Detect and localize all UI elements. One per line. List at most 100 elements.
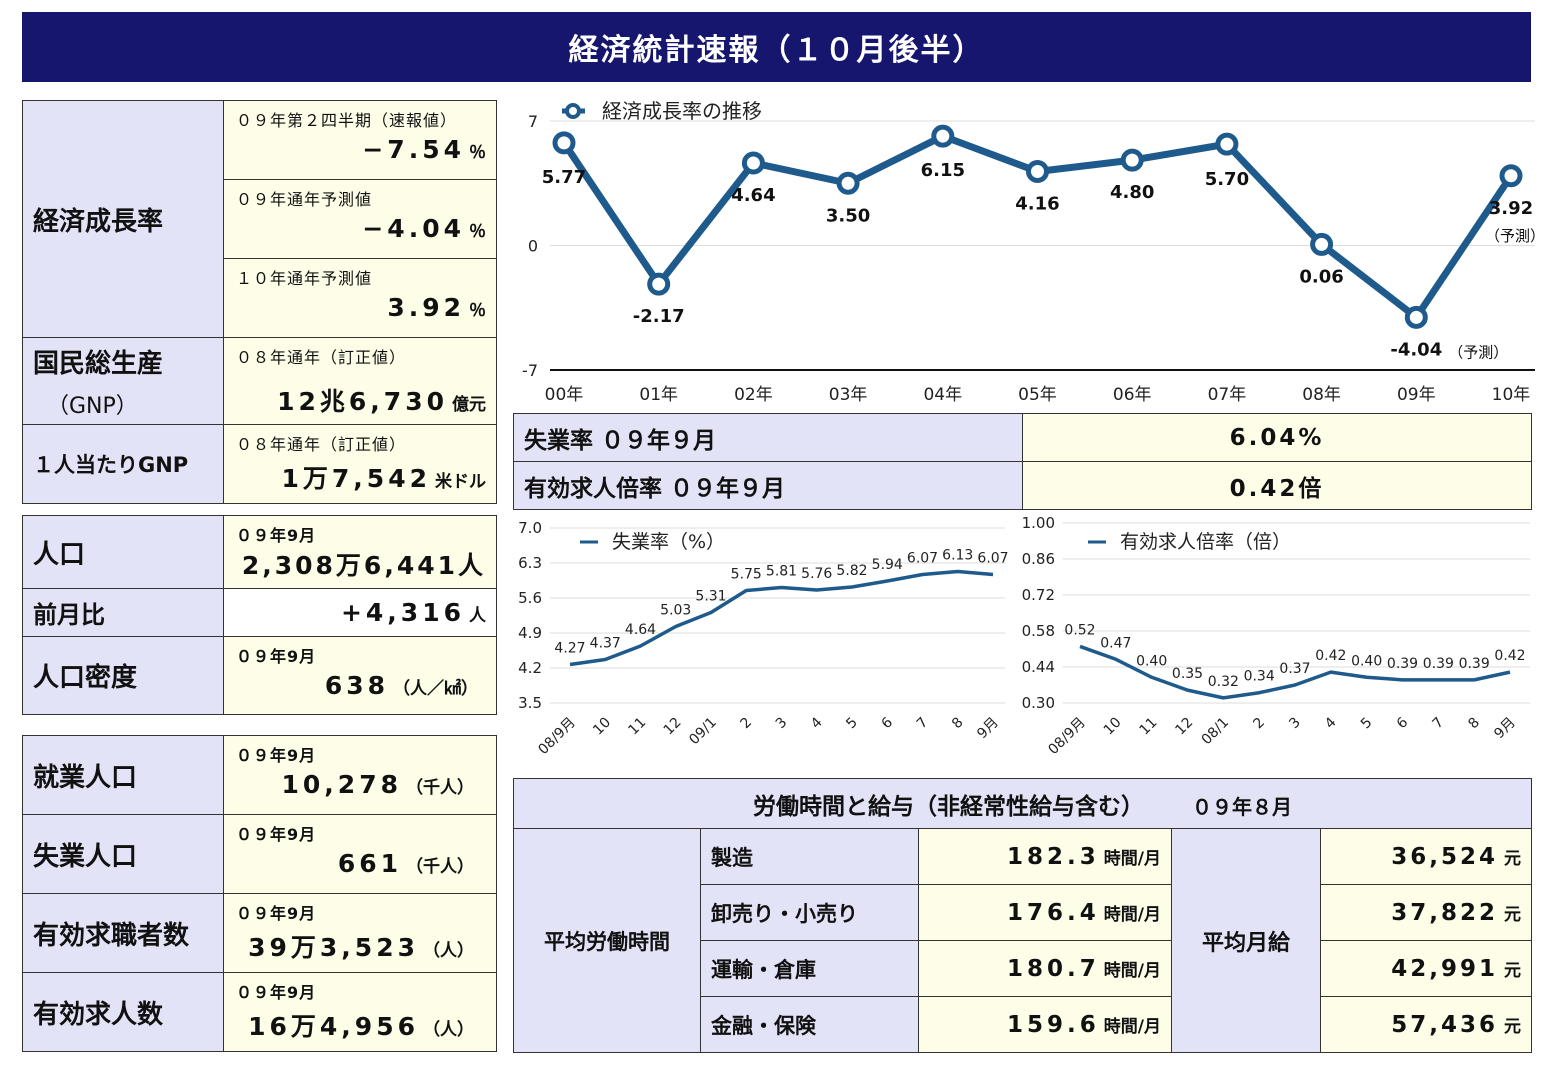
- job-ratio-label: 有効求人倍率 ０９年９月: [513, 461, 1023, 510]
- gnp-label: 国民総生産: [33, 348, 164, 379]
- data-label: 6.13: [942, 548, 973, 564]
- data-label: 0.42: [1315, 648, 1346, 664]
- employment-label: 失業人口: [22, 814, 224, 894]
- density-value-cell: ０９年9月 638 （人／㎢）: [223, 636, 497, 715]
- employment-unit: （人）: [423, 941, 474, 961]
- y-tick-label: 0.30: [1022, 694, 1055, 712]
- data-point: [552, 131, 576, 155]
- labor-header-title: 労働時間と給与（非経常性給与含む）: [753, 793, 1144, 820]
- population-sub: ０９年9月: [236, 526, 317, 545]
- y-tick-label: 0.86: [1022, 550, 1055, 568]
- pay-unit: 元: [1504, 904, 1522, 925]
- growth-row: ０９年通年予測値 −4.04 ％: [223, 179, 497, 259]
- data-point: [1026, 160, 1049, 184]
- unemp-rate-label: 失業率 ０９年９月: [513, 413, 1023, 462]
- gnp-per-unit: 米ドル: [435, 472, 486, 492]
- x-tick-label: 8: [949, 715, 967, 733]
- y-tick-label: 4.9: [518, 624, 542, 642]
- x-tick-label: 09年: [1397, 385, 1436, 405]
- mom-unit: 人: [469, 606, 486, 626]
- gnp-per-sub: ０８年通年（訂正値）: [236, 435, 407, 454]
- labor-header: 労働時間と給与（非経常性給与含む） ０９年８月: [512, 778, 1533, 829]
- data-label: 4.64: [625, 622, 656, 638]
- x-tick-label: 4: [808, 714, 826, 732]
- data-label: 0.35: [1172, 666, 1203, 682]
- x-tick-label: 10年: [1492, 385, 1531, 405]
- employment-sub: ０９年9月: [236, 746, 317, 765]
- employment-value: 10,278: [281, 770, 402, 799]
- data-label: 6.15: [921, 160, 965, 181]
- growth-row-sub: １０年通年予測値: [236, 269, 373, 288]
- unemployment-chart: 7.0 6.3 5.6 4.9 4.2 3.5 失業率（%） 4.27 4.374.645.03…: [518, 519, 1008, 758]
- x-tick-label: 8: [1465, 715, 1483, 733]
- gnp-value-cell: ０８年通年（訂正値） 12兆6,730 億元: [223, 337, 497, 425]
- y-tick-label: 1.00: [1022, 514, 1055, 532]
- mom-value-cell: +4,316 人: [223, 588, 497, 637]
- page-title: 経済統計速報（１０月後半）: [22, 12, 1531, 82]
- data-label: 0.39: [1423, 656, 1454, 672]
- data-label: 4.16: [1015, 194, 1059, 215]
- employment-value: 661: [337, 849, 402, 878]
- gnp-per-label: １人当たりGNP: [22, 424, 224, 504]
- x-tick-label: 10: [1101, 715, 1125, 739]
- hours-unit: 時間/月: [1103, 904, 1161, 925]
- data-label: -4.04: [1390, 339, 1442, 360]
- growth-chart: 7 0 -7 経済成長率の推移 5.77 -2.17 4.64 3.50 6.15 4.16 4.8…: [522, 99, 1540, 405]
- data-label: 5.77: [542, 167, 586, 188]
- y-tick-label: 0.44: [1022, 658, 1055, 676]
- sector-label: 製造: [700, 828, 919, 885]
- x-tick-label: 12: [661, 715, 685, 739]
- hours-value-cell: 182.3 時間/月: [918, 828, 1172, 885]
- density-label: 人口密度: [22, 636, 224, 715]
- x-tick-label: 08/1: [1199, 715, 1233, 749]
- x-tick-label: 06年: [1113, 385, 1152, 405]
- data-label: 5.75: [731, 567, 762, 583]
- x-tick-label: 2: [1250, 715, 1268, 733]
- hours-value-cell: 176.4 時間/月: [918, 884, 1172, 941]
- gnp-per-value-cell: ０８年通年（訂正値） 1万7,542 米ドル: [223, 424, 497, 504]
- data-label: 0.40: [1136, 653, 1167, 669]
- y-tick-label: 5.6: [518, 589, 542, 607]
- legend-label: 失業率（%）: [612, 531, 725, 553]
- x-tick-label: 7: [1430, 715, 1448, 733]
- gnp-value: 12兆6,730: [277, 387, 448, 416]
- employment-label: 有効求職者数: [22, 893, 224, 973]
- y-tick-label: 7: [528, 112, 538, 131]
- data-label: 0.39: [1459, 656, 1490, 672]
- data-label: 4.27: [554, 641, 585, 657]
- data-point: [647, 272, 671, 296]
- employment-value: 39万3,523: [248, 933, 419, 962]
- x-tick-label: 9月: [974, 715, 1002, 743]
- gnp-unit: 億元: [452, 395, 486, 415]
- labor-table: 労働時間と給与（非経常性給与含む） ０９年８月 平均労働時間 製造 182.3 時…: [512, 778, 1533, 1053]
- data-point: [1120, 148, 1144, 172]
- legend-label: 経済成長率の推移: [602, 99, 762, 123]
- pay-label: 平均月給: [1171, 828, 1321, 1053]
- employment-value-cell: ０９年9月 39万3,523 （人）: [223, 893, 497, 973]
- pay-value: 37,822: [1391, 899, 1499, 926]
- data-label: 0.06: [1299, 266, 1343, 287]
- employment-value-cell: ０９年9月 16万4,956 （人）: [223, 972, 497, 1052]
- data-label: 5.03: [660, 603, 691, 619]
- hours-value: 176.4: [1007, 899, 1100, 926]
- density-value: 638: [324, 671, 389, 700]
- data-label: 5.70: [1205, 169, 1249, 190]
- hours-value-cell: 159.6 時間/月: [918, 996, 1172, 1053]
- unemp-summary-table: 失業率 ０９年９月 6.04% 有効求人倍率 ０９年９月 0.42倍: [513, 413, 1532, 510]
- y-tick-label: 3.5: [518, 694, 542, 712]
- legend-label: 有効求人倍率（倍）: [1120, 531, 1291, 553]
- x-tick-label: 9月: [1491, 715, 1519, 743]
- data-point: [836, 171, 860, 195]
- growth-row-sub: ０９年第２四半期（速報値）: [236, 111, 458, 130]
- pay-unit: 元: [1504, 1016, 1522, 1037]
- x-tick-label: 6: [878, 714, 896, 732]
- growth-row: ０９年第２四半期（速報値） −7.54 ％: [223, 100, 497, 180]
- mom-value: +4,316: [340, 598, 465, 627]
- data-label: 4.37: [590, 636, 621, 652]
- data-label: 3.92: [1489, 198, 1533, 219]
- data-point: [741, 151, 765, 175]
- density-sub: ０９年9月: [236, 647, 317, 666]
- job-ratio-chart: 1.00 0.86 0.72 0.58 0.44 0.30 有効求人倍率（倍） 0.52 0.4…: [1022, 514, 1530, 758]
- x-tick-label: 4: [1322, 714, 1340, 732]
- x-tick-label: 6: [1394, 714, 1412, 732]
